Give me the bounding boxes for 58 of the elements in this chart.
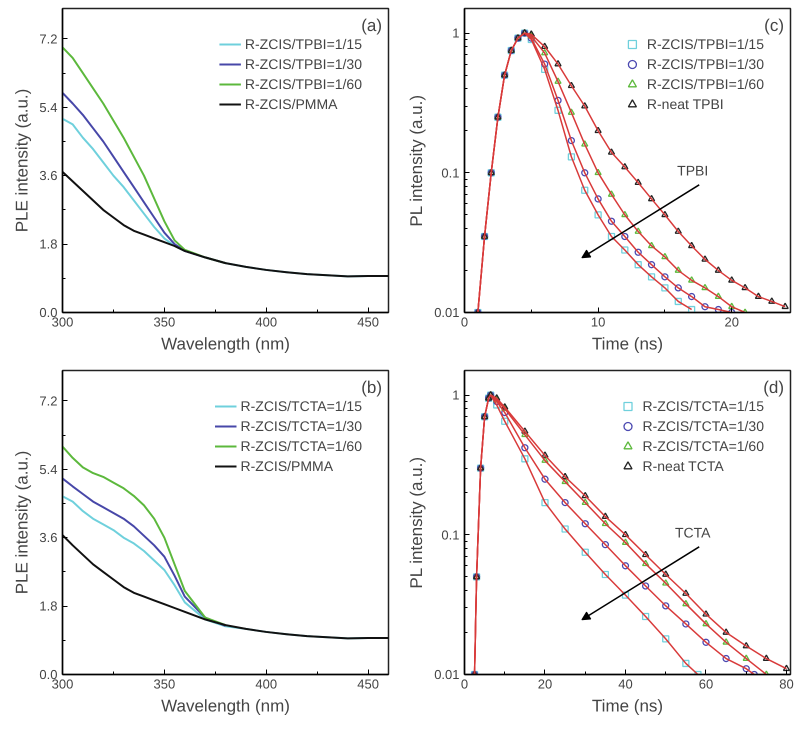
x-tick-label: 350 <box>154 314 176 330</box>
y-tick-label: 3.6 <box>39 530 58 546</box>
x-tick-label: 0 <box>460 314 468 330</box>
legend-label: R-ZCIS/TCTA=1/15 <box>642 398 764 414</box>
legend-label: R-ZCIS/TCTA=1/30 <box>642 418 764 434</box>
x-axis-title: Time (ns) <box>592 696 664 716</box>
x-tick-label: 450 <box>357 314 379 330</box>
x-tick-label: 10 <box>590 314 606 330</box>
y-axis-title: PL intensity (a.u.) <box>407 94 426 227</box>
legend-label: R-ZCIS/PMMA <box>244 96 338 112</box>
x-tick-label: 20 <box>538 676 552 692</box>
y-tick-label: 1.8 <box>39 236 58 252</box>
y-tick-label: 3.6 <box>39 168 58 184</box>
x-tick-label: 40 <box>618 676 633 692</box>
x-tick-label: 400 <box>255 314 278 330</box>
x-tick-label: 80 <box>779 676 794 692</box>
legend-label: R-ZCIS/PMMA <box>240 458 334 474</box>
legend-label: R-ZCIS/TPBI=1/60 <box>244 76 362 92</box>
y-axis-title: PLE intensity (a.u.) <box>12 450 32 594</box>
x-tick-label: 450 <box>357 676 379 692</box>
y-tick-label: 1 <box>452 388 460 403</box>
x-tick-label: 60 <box>698 676 714 692</box>
legend-label: R-ZCIS/TPBI=1/15 <box>646 36 764 52</box>
x-tick-label: 0 <box>460 676 468 692</box>
y-tick-label: 1 <box>452 26 460 41</box>
y-axis-title: PL intensity (a.u.) <box>407 456 426 589</box>
y-tick-label: 0.1 <box>441 165 460 180</box>
legend-label: R-neat TPBI <box>646 96 724 112</box>
x-axis-title: Wavelength (nm) <box>161 334 290 354</box>
legend-label: R-ZCIS/TCTA=1/30 <box>240 418 362 434</box>
x-tick-label: 400 <box>255 676 278 692</box>
y-tick-label: 0.1 <box>441 527 460 542</box>
y-axis-title: PLE intensity (a.u.) <box>12 88 32 232</box>
x-axis-title: Time (ns) <box>592 334 664 354</box>
legend-label: R-ZCIS/TCTA=1/60 <box>240 438 362 454</box>
x-tick-label: 20 <box>724 314 739 330</box>
x-axis-title: Wavelength (nm) <box>161 696 290 716</box>
text: (a) <box>361 16 382 36</box>
y-tick-label: 0.01 <box>434 667 460 682</box>
legend-label: R-ZCIS/TPBI=1/30 <box>646 56 764 72</box>
y-tick-label: 5.4 <box>39 462 58 477</box>
x-tick-label: 350 <box>154 676 176 692</box>
chart-title: (d) <box>763 378 784 398</box>
legend-label: R-ZCIS/TPBI=1/15 <box>244 36 362 52</box>
legend-label: R-ZCIS/TPBI=1/60 <box>646 76 764 92</box>
y-tick-label: 0.01 <box>434 305 460 320</box>
annotation: TPBI <box>677 162 708 179</box>
annotation: TCTA <box>674 524 712 541</box>
chart-title: (c) <box>764 16 784 36</box>
y-tick-label: 5.4 <box>39 100 58 115</box>
y-tick-label: 7.2 <box>39 393 58 408</box>
legend-label: R-ZCIS/TCTA=1/60 <box>642 438 764 454</box>
legend-label: R-neat TCTA <box>642 458 724 474</box>
legend-label: R-ZCIS/TPBI=1/30 <box>244 56 362 72</box>
text: (b) <box>361 378 382 398</box>
y-tick-label: 7.2 <box>39 31 58 46</box>
legend-label: R-ZCIS/TCTA=1/15 <box>240 398 362 414</box>
y-tick-label: 1.8 <box>39 598 58 614</box>
